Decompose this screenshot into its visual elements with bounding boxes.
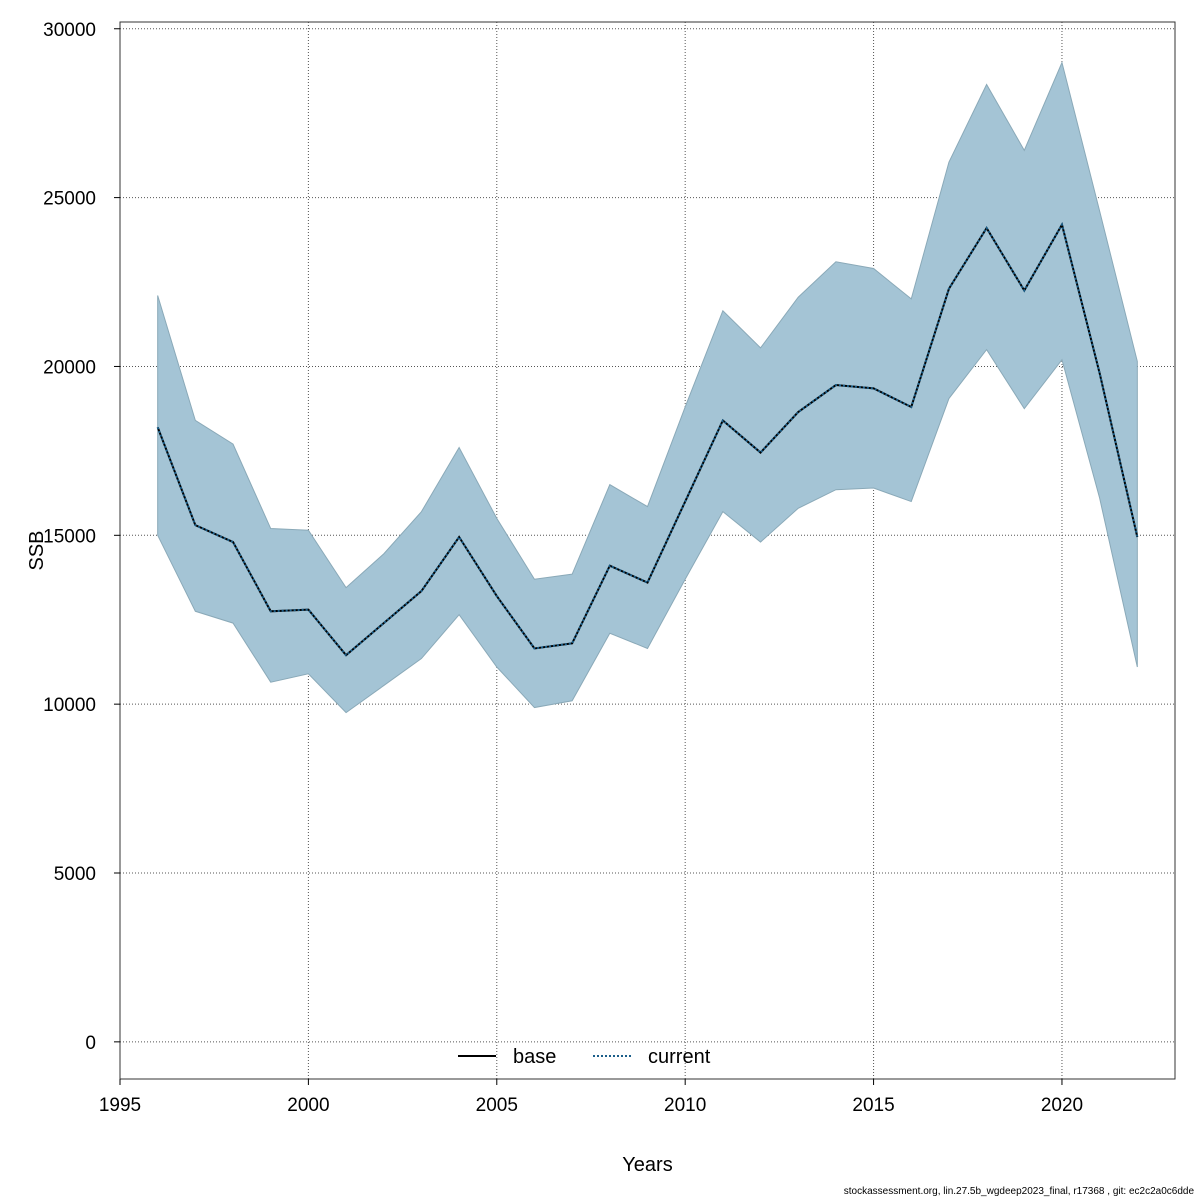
x-tick-label: 2015 xyxy=(852,1095,894,1116)
y-tick-label: 0 xyxy=(85,1033,96,1054)
confidence-band-area xyxy=(157,60,1138,714)
y-tick-label: 10000 xyxy=(43,695,96,716)
x-tick-label: 2010 xyxy=(664,1095,706,1116)
confidence-band xyxy=(157,60,1138,714)
plot-frame xyxy=(119,21,1176,1080)
x-tick-label: 2020 xyxy=(1041,1095,1083,1116)
y-axis-title: SSB xyxy=(26,530,48,570)
y-tick-label: 20000 xyxy=(43,357,96,378)
y-tick-label: 30000 xyxy=(43,20,96,41)
y-tick-label: 15000 xyxy=(43,526,96,547)
y-axis-ticks: 0 5000 10000 15000 20000 25000 30000 xyxy=(43,20,120,1054)
axes xyxy=(119,21,1176,1080)
x-axis-title: Years xyxy=(622,1154,672,1176)
x-tick-label: 2000 xyxy=(287,1095,329,1116)
x-axis-ticks: 1995 2000 2005 2010 2015 2020 xyxy=(99,1079,1083,1116)
footer-credit: stockassessment.org, lin.27.5b_wgdeep202… xyxy=(843,1186,1194,1197)
x-tick-label: 2005 xyxy=(476,1095,518,1116)
y-tick-label: 5000 xyxy=(54,864,96,885)
legend: base current xyxy=(458,1046,711,1068)
legend-label-current: current xyxy=(648,1046,711,1068)
x-tick-label: 1995 xyxy=(99,1095,141,1116)
series-lines xyxy=(156,221,1139,657)
legend-label-base: base xyxy=(513,1046,556,1068)
series-line-current xyxy=(156,221,1139,657)
y-tick-label: 25000 xyxy=(43,189,96,210)
